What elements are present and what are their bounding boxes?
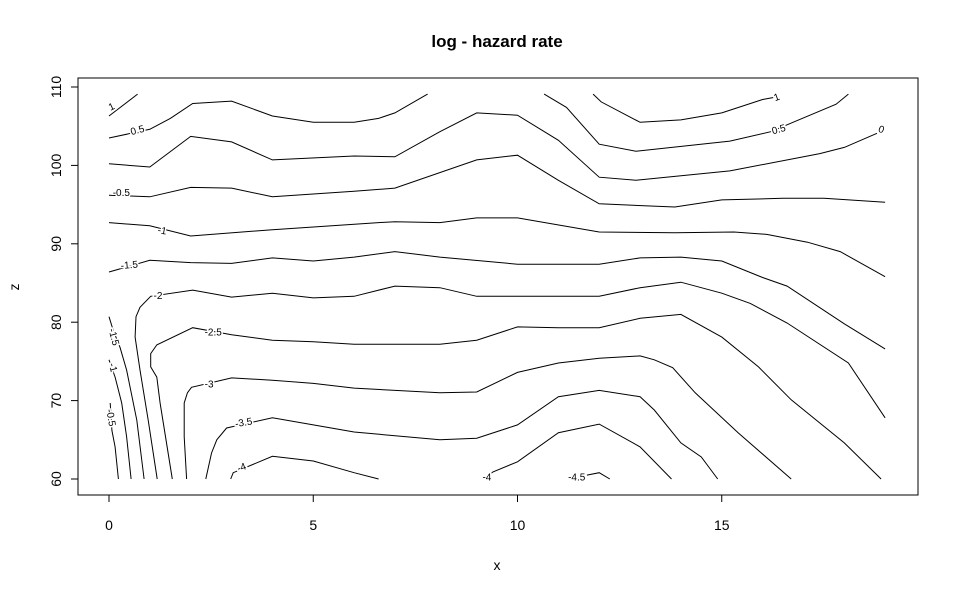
contour-line (108, 217, 886, 278)
contour-label: -4 (482, 473, 491, 484)
contour-label: -2.5 (205, 328, 223, 339)
y-axis-label: z (6, 284, 22, 291)
contour-line (108, 251, 886, 350)
y-tick-label: 60 (48, 471, 64, 487)
contour-label: 0.5 (129, 124, 146, 138)
contour-label: -4.5 (568, 473, 586, 484)
contour-line (108, 93, 428, 139)
y-tick-label: 70 (48, 393, 64, 409)
contour-line (109, 402, 119, 480)
contour-line (543, 93, 849, 152)
contour-label: -3.5 (234, 416, 253, 430)
contour-label: -1.5 (120, 260, 139, 272)
axes: 0 5 10 15 60 70 80 90 100 110 (48, 76, 730, 533)
contour-line (150, 313, 882, 480)
contour-line (108, 93, 138, 117)
y-tick-label: 100 (48, 154, 64, 178)
x-tick-label: 10 (510, 517, 526, 533)
contour-line (108, 316, 145, 480)
contour-line (592, 93, 775, 123)
contour-line (484, 423, 672, 480)
contour-line (108, 112, 878, 181)
y-tick-label: 110 (48, 76, 64, 99)
y-tick-label: 90 (48, 236, 64, 252)
x-tick-label: 5 (309, 517, 317, 533)
contour-label: -2 (154, 291, 163, 302)
x-axis-label: x (494, 557, 501, 573)
x-tick-label: 0 (105, 517, 113, 533)
contour-line (183, 355, 792, 480)
x-tick-label: 15 (714, 517, 730, 533)
contour-labels: 110.5 0.5 0-0.5-1-1.5-2-2.5-3-3.5-4-4 -4.5-… (102, 90, 888, 485)
contour-line (230, 455, 379, 480)
contour-line (134, 281, 886, 480)
contour-label: -3 (205, 379, 214, 390)
contour-line (205, 389, 719, 480)
contour-lines (108, 93, 886, 480)
contour-line (108, 359, 132, 480)
chart-title: log - hazard rate (431, 32, 562, 51)
contour-label: 0.5 (771, 123, 788, 137)
contour-line (108, 154, 886, 208)
contour-label: -0.5 (103, 408, 117, 427)
contour-line (586, 472, 611, 480)
contour-label: -1 (157, 225, 168, 237)
y-tick-label: 80 (48, 314, 64, 330)
contour-label: -0.5 (113, 188, 131, 199)
